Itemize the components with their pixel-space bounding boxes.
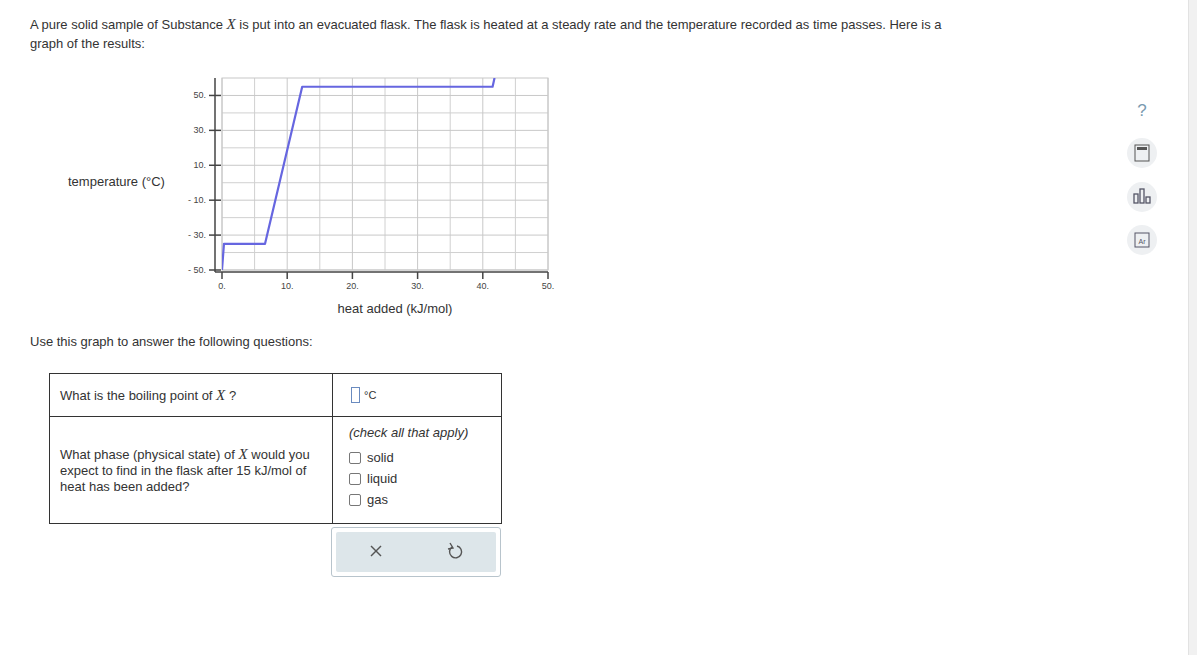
y-tick	[209, 165, 221, 167]
y-tick-label: 30.	[193, 125, 206, 135]
intro-line: graph of the results:	[30, 36, 145, 51]
button-bar-inner	[336, 532, 496, 572]
calculator-icon[interactable]	[1135, 145, 1149, 161]
option[interactable]: solid	[349, 450, 491, 465]
periodic-icon-label: Ar	[1139, 238, 1147, 245]
y-tick-label: - 30.	[188, 230, 206, 240]
x-tick-label: 40.	[477, 281, 490, 291]
checkbox[interactable]	[349, 473, 361, 485]
chart: - 50. - 30. - 10. 10. 30. 50. 0. 10. 20. 30. 40. 50…	[0, 0, 1197, 655]
plot-frame	[222, 78, 548, 270]
y-tick-label: 50.	[193, 90, 206, 100]
scrollbar	[1188, 0, 1197, 655]
x-tick	[417, 272, 419, 279]
x-tick-label: 50.	[542, 281, 555, 291]
grid-line	[222, 165, 548, 166]
intro-line: A pure solid sample of Substance X is pu…	[30, 16, 942, 33]
button-bar	[331, 527, 501, 577]
minor-grid	[222, 252, 548, 253]
text-segment: What phase (physical state) of	[60, 447, 238, 462]
x-tick-label: 10.	[281, 281, 294, 291]
answer-cell: (check all that apply) solid liquid gas	[333, 417, 502, 524]
option[interactable]: liquid	[349, 471, 491, 486]
minor-grid	[385, 78, 386, 270]
checkbox[interactable]	[349, 452, 361, 464]
x-tick	[352, 272, 354, 279]
minor-grid	[450, 78, 451, 270]
sidebar: ? Ar	[1122, 90, 1162, 270]
heating-curve	[222, 78, 495, 270]
x-tick	[482, 272, 484, 279]
x-tick-label: 30.	[411, 281, 424, 291]
y-tick	[209, 199, 221, 201]
minor-grid	[222, 112, 548, 113]
text-segment: X	[216, 387, 225, 403]
option-label: liquid	[367, 471, 397, 486]
text-segment: ?	[225, 388, 236, 403]
minor-grid	[222, 147, 548, 148]
question-row: What is the boiling point of X ? °C	[50, 374, 502, 417]
grid-line	[287, 78, 288, 270]
x-tick	[221, 272, 223, 279]
chart-icon[interactable]	[1134, 189, 1150, 203]
x-axis-label: heat added (kJ/mol)	[338, 301, 453, 316]
y-axis	[214, 78, 216, 272]
answer-cell: °C	[333, 374, 502, 417]
y-tick	[209, 269, 221, 271]
grid-line	[417, 78, 418, 270]
clear-button[interactable]	[371, 546, 381, 556]
y-tick-label: 10.	[193, 160, 206, 170]
x-tick	[286, 272, 288, 279]
checkbox[interactable]	[349, 494, 361, 506]
calculator-screen	[1137, 147, 1147, 150]
x-tick-label: 0.	[218, 281, 226, 291]
prompt-cell: What is the boiling point of X ?	[50, 374, 333, 417]
y-tick-label: - 50.	[188, 265, 206, 275]
periodic-icon[interactable]	[1135, 233, 1149, 247]
text-segment: graph of the results:	[30, 36, 145, 51]
periodic-icon-bg	[1127, 225, 1157, 255]
grid-line	[222, 130, 548, 131]
text-segment: X	[238, 446, 247, 462]
grid-line	[222, 95, 548, 96]
undo-button[interactable]	[448, 543, 462, 558]
x-axis	[215, 271, 548, 273]
y-tick	[209, 234, 221, 236]
minor-grid	[515, 78, 516, 270]
option-label: solid	[367, 450, 394, 465]
answer-input[interactable]	[351, 387, 360, 403]
x-tick-label: 20.	[346, 281, 359, 291]
grid-line	[482, 78, 483, 270]
prompt-cell: What phase (physical state) of X would y…	[50, 417, 333, 524]
text-segment: is put into an evacuated flask. The flas…	[236, 17, 942, 32]
hint: (check all that apply)	[349, 425, 491, 440]
question-row: What phase (physical state) of X would y…	[50, 417, 502, 524]
y-tick	[209, 95, 221, 97]
chart-icon-bg	[1127, 182, 1157, 212]
minor-grid	[254, 78, 255, 270]
question-table: What is the boiling point of X ? °C What p…	[49, 373, 502, 524]
help-icon[interactable]: ?	[1137, 101, 1146, 120]
option-label: gas	[367, 492, 388, 507]
series	[222, 78, 495, 270]
grid-line	[222, 200, 548, 201]
x-tick	[547, 272, 549, 279]
text-segment: A pure solid sample of Substance	[30, 17, 227, 32]
grid-line	[352, 78, 353, 270]
text-segment: What is the boiling point of	[60, 388, 216, 403]
unit: °C	[364, 389, 376, 401]
y-tick-label: - 10.	[188, 195, 206, 205]
buttons	[336, 532, 496, 572]
instruction: Use this graph to answer the following q…	[30, 334, 313, 349]
text-segment: X	[227, 16, 236, 32]
y-axis-label: temperature (°C)	[68, 174, 165, 189]
grid-line	[222, 235, 548, 236]
y-tick	[209, 130, 221, 132]
calculator-icon-bg	[1127, 138, 1157, 168]
option[interactable]: gas	[349, 492, 491, 507]
minor-grid	[222, 182, 548, 183]
minor-grid	[319, 78, 320, 270]
